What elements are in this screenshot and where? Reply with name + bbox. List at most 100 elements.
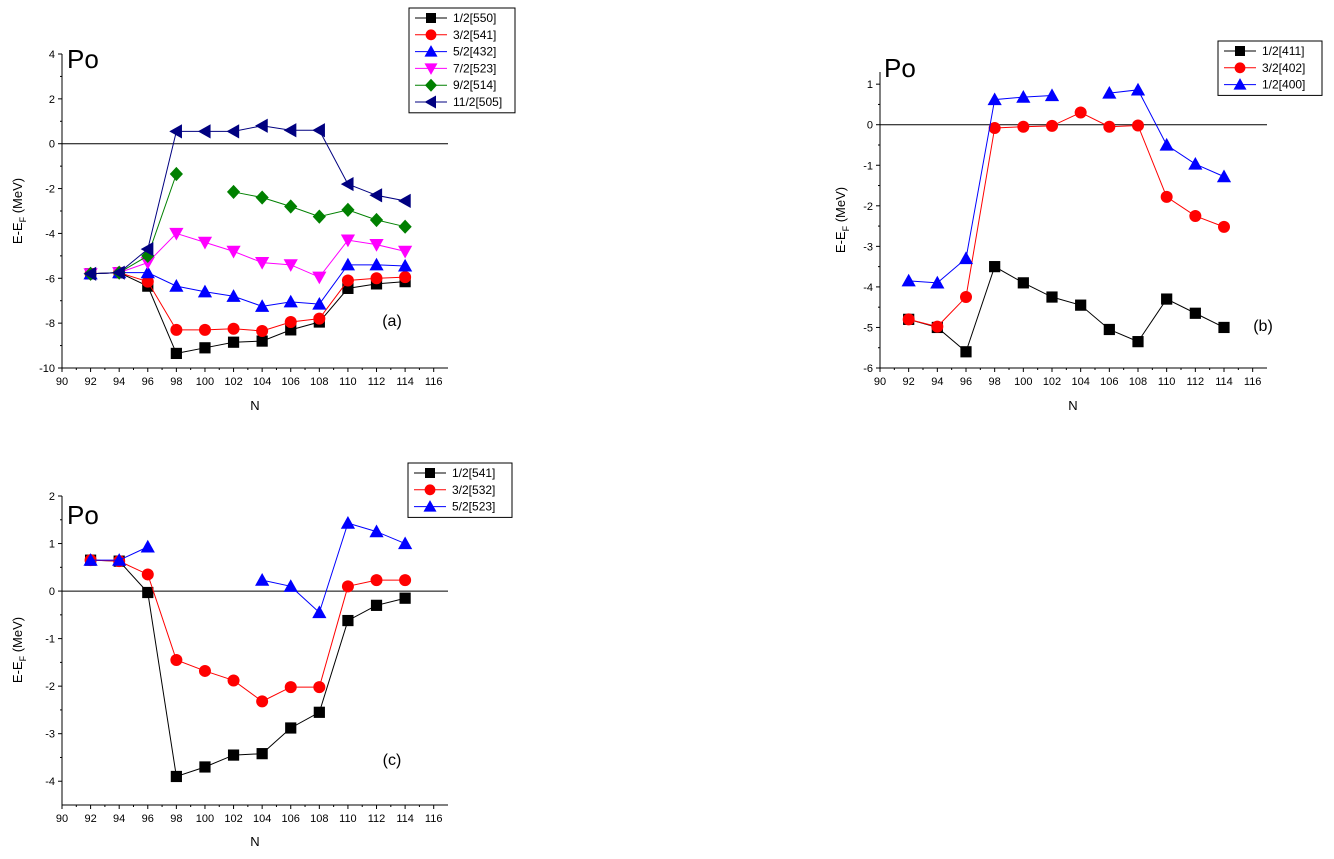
data-point bbox=[958, 251, 974, 265]
panel-c: 90 92 94 96 98 100 102 104 106 108 110 112 114 116-4-… bbox=[10, 462, 513, 849]
legend-label: 3/2[541] bbox=[453, 28, 496, 42]
legend: 1/2[541] 3/2[532] 5/2[523] bbox=[407, 462, 513, 518]
y-tick-label: 1 bbox=[49, 539, 55, 551]
data-point bbox=[370, 272, 383, 285]
data-point bbox=[227, 749, 240, 761]
legend: 1/2[411] 3/2[402] 1/2[400] bbox=[1217, 40, 1323, 96]
x-tick-label: 116 bbox=[425, 376, 443, 388]
data-point bbox=[342, 282, 354, 294]
data-point bbox=[141, 568, 154, 581]
legend-label: 1/2[550] bbox=[453, 11, 496, 25]
y-tick-label: 0 bbox=[867, 120, 873, 132]
data-point bbox=[1188, 156, 1203, 170]
data-point bbox=[256, 324, 269, 337]
x-tick-label: 100 bbox=[196, 813, 214, 825]
y-tick-label: -3 bbox=[45, 729, 55, 741]
data-point bbox=[1161, 293, 1173, 305]
legend: 1/2[550] 3/2[541] 5/2[432] 7/2[523] 9/2[514]… bbox=[408, 7, 516, 114]
x-tick-label: 96 bbox=[142, 376, 154, 388]
y-tick-label: -1 bbox=[45, 634, 55, 646]
legend-marker bbox=[1235, 46, 1245, 56]
data-point bbox=[285, 722, 297, 734]
y-tick-label: -5 bbox=[863, 322, 873, 334]
legend-marker bbox=[424, 484, 436, 496]
data-point bbox=[112, 553, 127, 566]
x-tick-label: 100 bbox=[1014, 376, 1032, 388]
x-tick-label: 110 bbox=[339, 376, 357, 388]
y-tick-label: 0 bbox=[49, 586, 55, 598]
y-tick-label: -4 bbox=[45, 228, 55, 240]
legend-box bbox=[408, 7, 516, 114]
panel-a: 90 92 94 96 98 100 102 104 106 108 110 112 114 116 -10… bbox=[10, 7, 516, 413]
legend-marker bbox=[423, 500, 437, 512]
series-11/2[505] bbox=[83, 118, 411, 281]
series-9/2[514] bbox=[83, 166, 412, 281]
data-point bbox=[1044, 88, 1060, 102]
legend-marker bbox=[424, 63, 438, 75]
x-tick-label: 94 bbox=[113, 813, 125, 825]
x-tick-label: 90 bbox=[56, 376, 68, 388]
series-1/2[411] bbox=[903, 261, 1230, 358]
data-point bbox=[1016, 90, 1031, 103]
data-point bbox=[312, 123, 325, 138]
series-line bbox=[908, 265, 1225, 353]
x-tick-label: 94 bbox=[113, 376, 125, 388]
data-point bbox=[341, 202, 355, 217]
legend-label: 9/2[514] bbox=[453, 78, 496, 92]
series-line bbox=[90, 125, 406, 275]
data-point bbox=[255, 299, 270, 312]
data-point bbox=[960, 346, 972, 358]
data-point bbox=[398, 219, 412, 234]
y-tick-label: -2 bbox=[45, 184, 55, 196]
data-point bbox=[1075, 299, 1087, 311]
data-point bbox=[1160, 190, 1173, 203]
data-point bbox=[226, 245, 241, 259]
data-point bbox=[283, 259, 298, 272]
x-tick-label: 98 bbox=[170, 813, 182, 825]
data-point bbox=[312, 209, 326, 224]
data-point bbox=[398, 193, 411, 209]
y-tick-label: -2 bbox=[45, 681, 55, 693]
data-point bbox=[369, 188, 383, 203]
y-tick-label: -4 bbox=[863, 282, 873, 294]
x-tick-label: 114 bbox=[396, 813, 414, 825]
y-tick-label: 2 bbox=[49, 491, 55, 503]
series-1/2[550] bbox=[84, 267, 411, 360]
data-point bbox=[169, 227, 184, 241]
data-point bbox=[398, 536, 413, 550]
data-point bbox=[197, 284, 213, 298]
data-point bbox=[170, 654, 183, 667]
data-point bbox=[1074, 106, 1087, 119]
data-point bbox=[902, 313, 915, 326]
data-point bbox=[313, 681, 326, 694]
y-tick-label: 4 bbox=[49, 49, 55, 61]
legend-marker bbox=[424, 45, 438, 57]
y-axis-label: E-EF (MeV) bbox=[10, 178, 28, 244]
data-point bbox=[989, 261, 1001, 273]
series-line bbox=[1109, 89, 1225, 178]
data-point bbox=[140, 265, 155, 279]
data-point bbox=[197, 124, 211, 139]
legend-label: 5/2[523] bbox=[452, 500, 495, 514]
y-tick-label: 0 bbox=[49, 139, 55, 151]
data-point bbox=[198, 323, 211, 336]
y-axis-label: E-EF (MeV) bbox=[10, 617, 28, 683]
x-tick-label: 104 bbox=[1071, 376, 1089, 388]
x-tick-label: 98 bbox=[170, 376, 182, 388]
data-point bbox=[226, 124, 240, 139]
data-point bbox=[930, 275, 945, 289]
data-point bbox=[340, 176, 354, 192]
y-tick-label: 2 bbox=[49, 94, 55, 106]
data-point bbox=[313, 706, 325, 718]
y-tick-label: 1 bbox=[867, 79, 873, 91]
x-tick-label: 106 bbox=[282, 813, 300, 825]
x-tick-label: 116 bbox=[1244, 376, 1262, 388]
nucleus-label: Po bbox=[67, 44, 99, 74]
x-tick-label: 104 bbox=[253, 813, 271, 825]
x-tick-label: 106 bbox=[1100, 376, 1118, 388]
series-line bbox=[262, 522, 406, 614]
data-point bbox=[1103, 120, 1116, 133]
data-point bbox=[255, 573, 270, 586]
x-axis-label: N bbox=[250, 398, 259, 413]
